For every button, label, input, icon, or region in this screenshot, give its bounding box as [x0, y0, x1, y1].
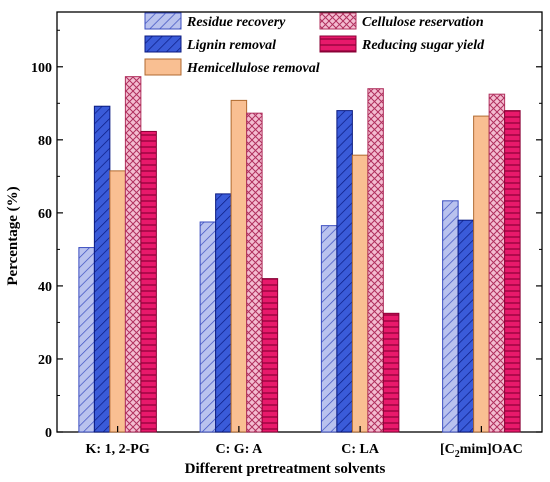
bar-reducing-sugar-yield — [140, 130, 157, 433]
x-tick-label: [C2mim]OAC — [440, 442, 523, 460]
bar-hemicellulose-removal — [109, 170, 126, 433]
legend-swatch — [144, 35, 182, 53]
y-tick-label: 100 — [31, 61, 52, 76]
bar-hemicellulose-removal — [230, 99, 248, 433]
legend-swatch — [144, 58, 182, 76]
y-tick-label: 40 — [38, 280, 52, 295]
bar-cellulose-reservation — [124, 76, 142, 433]
bar-reducing-sugar-yield — [382, 312, 400, 433]
y-tick-label: 80 — [38, 134, 52, 149]
bar-lignin-removal — [457, 219, 475, 433]
legend-swatch — [319, 12, 357, 30]
x-tick-label: C: G: A — [216, 442, 264, 457]
legend-label: Residue recovery — [186, 15, 286, 30]
plot-area: 0 20 40 60 80 100 K: 1, 2-PG C: G: A C: LA [C2mim… — [31, 11, 543, 460]
bar-reducing-sugar-yield — [504, 110, 521, 433]
plot-frame — [56, 11, 543, 433]
legend-label: Reducing sugar yield — [361, 38, 485, 53]
y-tick-label: 0 — [45, 426, 52, 441]
bar-residue-recovery — [199, 221, 217, 433]
bar-residue-recovery — [442, 200, 459, 433]
bar-residue-recovery — [78, 247, 95, 433]
bar-lignin-removal — [215, 193, 232, 433]
legend-swatch — [319, 35, 357, 53]
bar-cellulose-reservation — [488, 93, 506, 433]
y-tick-label: 20 — [38, 353, 52, 368]
x-tick-label: K: 1, 2-PG — [86, 442, 150, 457]
legend-swatch — [144, 12, 182, 30]
x-tick-label: C: LA — [341, 442, 380, 457]
bar-lignin-removal — [93, 105, 111, 433]
bar-residue-recovery — [320, 225, 338, 433]
legend-label: Cellulose reservation — [362, 15, 484, 30]
y-axis-title: Percentage (%) — [5, 186, 21, 285]
x-axis-title: Different pretreatment solvents — [185, 461, 386, 477]
y-tick-label: 60 — [38, 207, 52, 222]
bar-cellulose-reservation — [246, 112, 263, 433]
bar-hemicellulose-removal — [473, 115, 490, 433]
legend-label: Hemicellulose removal — [186, 61, 320, 76]
bar-reducing-sugar-yield — [261, 278, 279, 433]
legend-label: Lignin removal — [186, 38, 276, 53]
bar-cellulose-reservation — [367, 88, 384, 433]
bar-hemicellulose-removal — [351, 154, 369, 433]
bar-lignin-removal — [336, 110, 353, 433]
